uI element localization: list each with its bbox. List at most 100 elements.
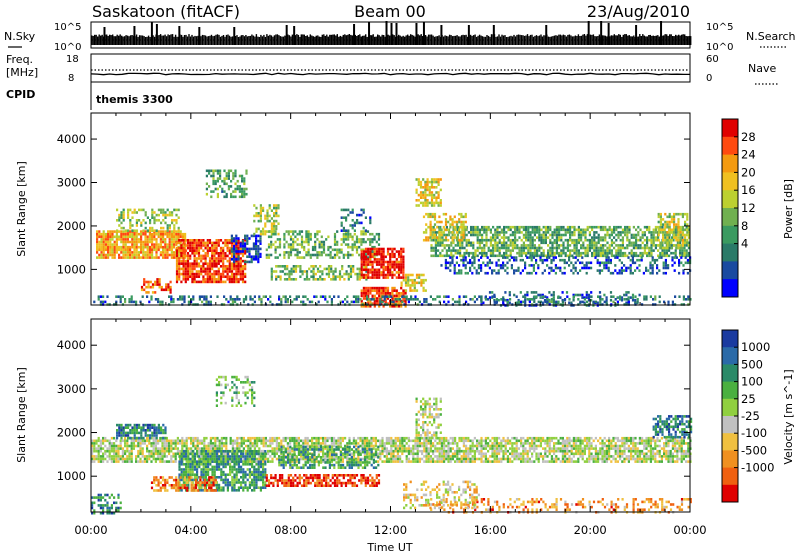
scatter-cell bbox=[135, 248, 138, 252]
nsky-bar bbox=[377, 34, 379, 45]
scatter-cell bbox=[219, 259, 223, 263]
scatter-cell bbox=[115, 439, 118, 443]
nsky-bar bbox=[690, 36, 692, 45]
scatter-cell bbox=[178, 265, 181, 268]
scatter-cell bbox=[139, 447, 142, 450]
scatter-cell bbox=[433, 196, 436, 199]
scatter-cell bbox=[391, 289, 394, 292]
scatter-cell bbox=[233, 252, 236, 256]
scatter-cell bbox=[504, 291, 507, 294]
scatter-cell bbox=[654, 244, 657, 247]
scatter-cell bbox=[182, 252, 185, 255]
scatter-cell bbox=[569, 238, 572, 242]
scatter-cell bbox=[441, 254, 444, 258]
scatter-cell bbox=[296, 243, 299, 246]
scatter-cell bbox=[151, 253, 154, 257]
scatter-cell bbox=[368, 298, 371, 301]
scatter-cell bbox=[425, 231, 428, 234]
scatter-cell bbox=[628, 241, 631, 245]
scatter-cell bbox=[259, 206, 262, 210]
scatter-cell bbox=[417, 199, 420, 202]
scatter-cell bbox=[378, 250, 381, 253]
scatter-cell bbox=[131, 229, 134, 232]
scatter-cell bbox=[269, 300, 272, 304]
scatter-cell bbox=[126, 253, 129, 257]
scatter-cell bbox=[295, 298, 298, 301]
scatter-cell bbox=[117, 449, 120, 453]
scatter-cell bbox=[226, 259, 229, 263]
scatter-cell bbox=[226, 278, 229, 281]
scatter-cell bbox=[677, 228, 680, 232]
scatter-cell bbox=[606, 231, 609, 234]
scatter-cell bbox=[529, 238, 532, 242]
scatter-cell bbox=[645, 269, 648, 272]
scatter-cell bbox=[267, 235, 271, 239]
scatter-cell bbox=[573, 251, 576, 255]
scatter-cell bbox=[369, 268, 372, 272]
nsky-bar bbox=[243, 36, 246, 45]
scatter-cell bbox=[146, 460, 149, 463]
scatter-cell bbox=[424, 193, 427, 197]
scatter-cell bbox=[115, 232, 118, 236]
scatter-cell bbox=[299, 275, 302, 278]
scatter-cell bbox=[566, 228, 569, 232]
nsky-bar bbox=[360, 36, 362, 45]
scatter-cell bbox=[355, 300, 358, 304]
scatter-cell bbox=[531, 231, 534, 234]
scatter-cell bbox=[131, 240, 134, 244]
scatter-cell bbox=[344, 253, 348, 257]
scatter-cell bbox=[208, 249, 212, 252]
nsky-spike bbox=[293, 26, 296, 45]
scatter-cell bbox=[327, 272, 331, 276]
scatter-cell bbox=[598, 291, 602, 294]
scatter-cell bbox=[107, 240, 110, 244]
scatter-cell bbox=[577, 249, 580, 252]
nsky-spike bbox=[395, 23, 398, 45]
nsky-bar bbox=[312, 36, 314, 45]
scatter-cell bbox=[197, 252, 201, 255]
scatter-cell bbox=[604, 228, 607, 232]
scatter-cell bbox=[289, 251, 293, 254]
scatter-cell bbox=[580, 231, 583, 234]
scatter-cell bbox=[514, 246, 517, 250]
scatter-cell bbox=[414, 298, 417, 301]
scatter-cell bbox=[331, 256, 334, 259]
scatter-cell bbox=[606, 254, 609, 258]
scatter-cell bbox=[420, 273, 423, 277]
scatter-cell bbox=[137, 253, 140, 257]
scatter-cell bbox=[130, 442, 133, 445]
scatter-cell bbox=[668, 246, 671, 250]
scatter-cell bbox=[458, 212, 461, 216]
scatter-cell bbox=[451, 233, 454, 237]
scatter-cell bbox=[179, 240, 182, 244]
scatter-cell bbox=[444, 228, 448, 232]
scatter-cell bbox=[610, 251, 613, 255]
scatter-cell bbox=[353, 240, 356, 244]
scatter-cell bbox=[318, 230, 321, 233]
scatter-cell bbox=[635, 254, 638, 258]
scatter-cell bbox=[211, 265, 214, 268]
scatter-cell bbox=[294, 253, 297, 257]
scatter-cell bbox=[505, 246, 508, 250]
scatter-cell bbox=[513, 271, 516, 275]
scatter-cell bbox=[613, 225, 616, 229]
scatter-cell bbox=[506, 300, 509, 304]
scatter-cell bbox=[238, 174, 241, 178]
scatter-cell bbox=[577, 251, 580, 255]
scatter-cell bbox=[527, 228, 530, 232]
scatter-cell bbox=[452, 254, 455, 258]
scatter-cell bbox=[153, 221, 156, 225]
scatter-cell bbox=[216, 195, 219, 199]
scatter-cell bbox=[465, 244, 468, 247]
scatter-cell bbox=[287, 243, 290, 246]
nsky-bar bbox=[375, 36, 377, 45]
scatter-cell bbox=[111, 232, 114, 236]
scatter-cell bbox=[255, 230, 258, 233]
scatter-cell bbox=[233, 275, 236, 278]
scatter-cell bbox=[485, 251, 488, 255]
freq-label-1: Freq. bbox=[6, 53, 33, 66]
scatter-cell bbox=[142, 240, 145, 244]
scatter-cell bbox=[659, 212, 662, 216]
scatter-cell bbox=[369, 240, 372, 244]
scatter-cell bbox=[522, 300, 525, 304]
